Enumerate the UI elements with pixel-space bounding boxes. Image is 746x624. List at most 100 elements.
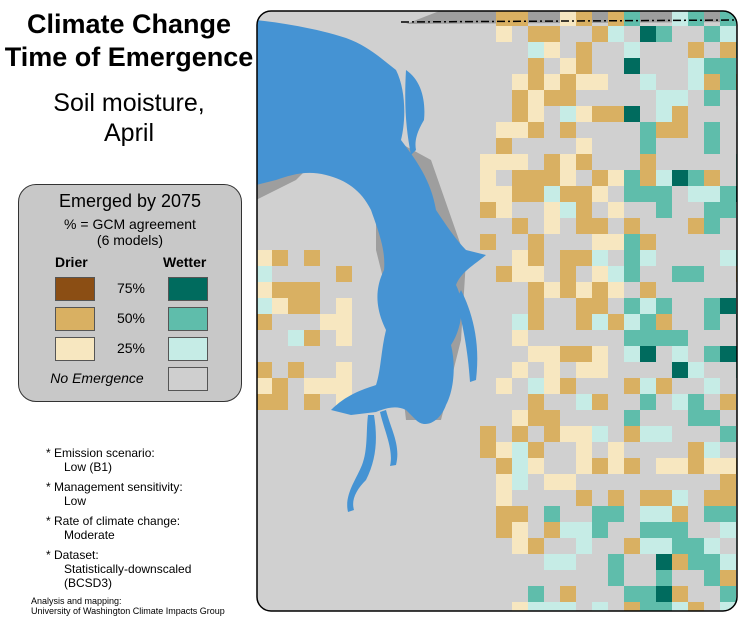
- grid-cell: [672, 266, 688, 282]
- grid-cell: [512, 74, 528, 90]
- map-title-line-2: Time of Emergence: [4, 42, 254, 72]
- grid-cell: [560, 602, 576, 611]
- grid-cell: [512, 442, 528, 458]
- grid-cell: [688, 538, 704, 554]
- grid-cell: [544, 474, 560, 490]
- grid-cell: [528, 586, 544, 602]
- grid-cell: [528, 26, 544, 42]
- grid-cell: [672, 538, 688, 554]
- grid-cell: [592, 506, 608, 522]
- grid-cell: [560, 122, 576, 138]
- grid-cell: [640, 490, 656, 506]
- grid-cell: [528, 266, 544, 282]
- grid-cell: [560, 522, 576, 538]
- grid-cell: [576, 298, 592, 314]
- grid-cell: [576, 522, 592, 538]
- grid-cell: [672, 490, 688, 506]
- grid-cell: [592, 602, 608, 611]
- grid-cell: [528, 170, 544, 186]
- grid-cell: [512, 218, 528, 234]
- legend-heading: Emerged by 2075: [58, 191, 202, 211]
- grid-cell: [576, 538, 592, 554]
- grid-cell: [624, 426, 640, 442]
- grid-cell: [704, 90, 720, 106]
- grid-cell: [640, 346, 656, 362]
- grid-cell: [496, 458, 512, 474]
- grid-cell: [512, 250, 528, 266]
- grid-cell: [512, 90, 528, 106]
- grid-cell: [688, 186, 704, 202]
- grid-cell: [720, 58, 736, 74]
- grid-cell: [512, 170, 528, 186]
- grid-cell: [704, 570, 720, 586]
- grid-cell: [704, 490, 720, 506]
- grid-cell: [320, 378, 336, 394]
- grid-cell: [640, 170, 656, 186]
- grid-cell: [608, 170, 624, 186]
- note-value: Moderate: [64, 528, 115, 542]
- grid-cell: [592, 346, 608, 362]
- grid-cell: [624, 11, 640, 26]
- grid-cell: [656, 202, 672, 218]
- grid-cell: [496, 474, 512, 490]
- grid-cell: [528, 314, 544, 330]
- grid-cell: [576, 490, 592, 506]
- grid-cell: [560, 282, 576, 298]
- grid-cell: [640, 394, 656, 410]
- grid-cell: [704, 122, 720, 138]
- grid-cell: [576, 346, 592, 362]
- grid-cell: [704, 410, 720, 426]
- grid-cell: [640, 26, 656, 42]
- grid-cell: [704, 458, 720, 474]
- grid-cell: [624, 218, 640, 234]
- grid-cell: [688, 602, 704, 611]
- map-subtitle-line-2: April: [103, 119, 154, 147]
- grid-cell: [592, 250, 608, 266]
- grid-cell: [624, 330, 640, 346]
- grid-cell: [496, 11, 512, 26]
- grid-cell: [592, 362, 608, 378]
- grid-cell: [560, 58, 576, 74]
- grid-cell: [528, 122, 544, 138]
- grid-cell: [656, 570, 672, 586]
- credit-text: Analysis and mapping: University of Wash…: [31, 596, 225, 616]
- grid-cell: [576, 458, 592, 474]
- legend-pct-50: 50%: [116, 310, 146, 326]
- grid-cell: [656, 490, 672, 506]
- grid-cell: [304, 378, 320, 394]
- grid-cell: [496, 378, 512, 394]
- grid-cell: [608, 202, 624, 218]
- grid-cell: [656, 314, 672, 330]
- grid-cell: [704, 58, 720, 74]
- grid-cell: [496, 186, 512, 202]
- grid-cell: [576, 250, 592, 266]
- grid-cell: [672, 458, 688, 474]
- grid-cell: [592, 266, 608, 282]
- grid-cell: [480, 170, 496, 186]
- grid-cell: [288, 362, 304, 378]
- grid-cell: [512, 410, 528, 426]
- grid-cell: [544, 346, 560, 362]
- grid-cell: [304, 330, 320, 346]
- grid-cell: [704, 138, 720, 154]
- legend-wetter-label: Wetter: [163, 254, 207, 270]
- grid-cell: [656, 378, 672, 394]
- grid-cell: [257, 378, 272, 394]
- grid-cell: [304, 282, 320, 298]
- grid-cell: [336, 362, 352, 378]
- grid-cell: [336, 330, 352, 346]
- credit-line-2: University of Washington Climate Impacts…: [31, 606, 225, 616]
- grid-cell: [304, 298, 320, 314]
- grid-cell: [528, 458, 544, 474]
- grid-cell: [624, 458, 640, 474]
- grid-cell: [640, 74, 656, 90]
- legend-swatch-no-emergence: [168, 367, 208, 391]
- legend-box: Emerged by 2075 % = GCM agreement (6 mod…: [18, 184, 242, 402]
- map-title-line-1: Climate Change: [26, 9, 232, 39]
- grid-cell: [512, 474, 528, 490]
- grid-cell: [480, 202, 496, 218]
- grid-cell: [592, 26, 608, 42]
- grid-cell: [528, 186, 544, 202]
- grid-cell: [528, 394, 544, 410]
- grid-cell: [592, 394, 608, 410]
